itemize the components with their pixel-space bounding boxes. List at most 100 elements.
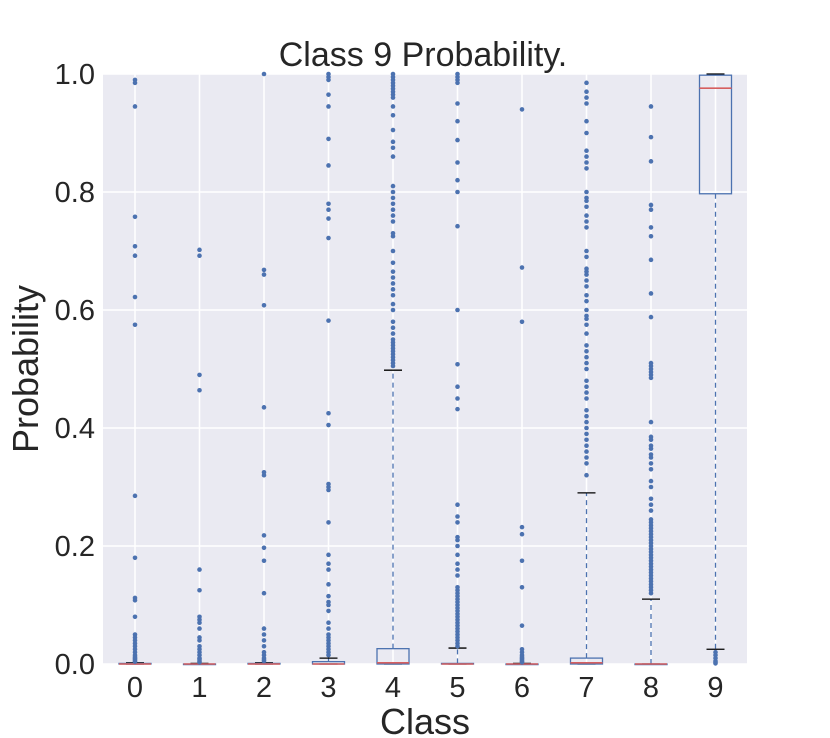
outlier-point xyxy=(261,267,267,273)
outlier-point xyxy=(390,363,396,369)
outlier-point xyxy=(584,390,589,395)
outlier-point xyxy=(390,213,396,218)
outlier-point xyxy=(519,531,525,537)
outlier-point xyxy=(390,301,396,307)
outlier-point xyxy=(132,214,138,220)
outlier-point xyxy=(455,573,460,578)
outlier-point xyxy=(132,80,138,86)
outlier-point xyxy=(584,80,589,86)
outlier-point xyxy=(261,405,267,410)
outlier-point xyxy=(584,225,589,230)
y-tick-label: 0.4 xyxy=(55,413,95,445)
chart-title: Class 9 Probability. xyxy=(279,36,568,74)
outlier-point xyxy=(455,137,460,143)
x-tick-label: 2 xyxy=(256,672,272,704)
outlier-point xyxy=(584,154,589,159)
outlier-point xyxy=(455,307,460,313)
outlier-point xyxy=(326,652,331,658)
outlier-point xyxy=(648,104,654,109)
outlier-point xyxy=(455,406,460,412)
outlier-point xyxy=(261,302,267,308)
outlier-point xyxy=(455,101,460,106)
box-class-1 xyxy=(182,247,217,666)
outlier-point xyxy=(584,449,589,454)
outlier-point xyxy=(519,558,525,564)
outlier-point xyxy=(326,104,331,109)
outlier-point xyxy=(390,154,396,159)
outlier-point xyxy=(326,567,331,572)
outlier-point xyxy=(390,307,396,313)
outlier-point xyxy=(648,496,654,502)
outlier-point xyxy=(584,316,589,322)
outlier-point xyxy=(197,620,202,625)
outlier-point xyxy=(648,478,654,484)
outlier-point xyxy=(648,291,654,296)
outlier-point xyxy=(584,396,589,401)
y-axis-label: Probability xyxy=(5,285,46,453)
outlier-point xyxy=(455,561,460,566)
outlier-point xyxy=(197,626,202,631)
outlier-point xyxy=(261,644,267,649)
y-tick-label: 1.0 xyxy=(55,59,95,91)
outlier-point xyxy=(648,437,654,443)
outlier-point xyxy=(326,593,331,599)
outlier-point xyxy=(390,127,396,133)
outlier-point xyxy=(584,189,589,195)
outlier-point xyxy=(584,431,589,437)
outlier-point xyxy=(390,292,396,298)
outlier-point xyxy=(584,118,589,124)
y-tick-label: 0.2 xyxy=(55,531,95,563)
outlier-point xyxy=(197,587,202,593)
outlier-point xyxy=(390,113,396,118)
outlier-point xyxy=(584,166,589,171)
outlier-point xyxy=(455,189,460,195)
outlier-point xyxy=(455,567,460,572)
outlier-point xyxy=(519,319,525,325)
x-tick-label: 1 xyxy=(191,672,207,704)
outlier-point xyxy=(584,204,589,210)
box-class-8 xyxy=(634,104,668,666)
outlier-point xyxy=(584,272,589,277)
outlier-point xyxy=(390,95,396,100)
outlier-point xyxy=(584,360,589,366)
outlier-point xyxy=(390,281,396,286)
outlier-point xyxy=(584,443,589,449)
box-class-5 xyxy=(440,71,475,665)
box-class-3 xyxy=(311,71,346,665)
outlier-point xyxy=(390,189,396,195)
outlier-point xyxy=(326,520,331,525)
outlier-point xyxy=(584,292,589,298)
outlier-point xyxy=(261,590,267,596)
outlier-point xyxy=(648,590,654,596)
outlier-point xyxy=(584,472,589,478)
outlier-point xyxy=(455,177,460,183)
outlier-point xyxy=(584,89,589,94)
outlier-point xyxy=(584,349,589,354)
outlier-point xyxy=(261,638,267,643)
outlier-point xyxy=(648,508,654,513)
outlier-point xyxy=(584,408,589,413)
outlier-point xyxy=(132,322,138,328)
outlier-point xyxy=(519,623,525,628)
outlier-point xyxy=(455,514,460,519)
outlier-point xyxy=(390,233,396,239)
outlier-point xyxy=(455,644,460,649)
outlier-point xyxy=(132,294,138,300)
outlier-point xyxy=(326,410,331,416)
outlier-point xyxy=(584,455,589,460)
outlier-point xyxy=(390,104,396,109)
outlier-point xyxy=(584,298,589,304)
outlier-point xyxy=(326,552,331,558)
outlier-point xyxy=(455,552,460,558)
outlier-point xyxy=(519,659,525,665)
outlier-point xyxy=(197,247,202,253)
outlier-point xyxy=(390,219,396,224)
outlier-point xyxy=(584,419,589,425)
outlier-point xyxy=(326,318,331,323)
outlier-point xyxy=(584,378,589,384)
outlier-point xyxy=(261,545,267,551)
outlier-point xyxy=(519,265,525,270)
outlier-point xyxy=(390,139,396,145)
outlier-point xyxy=(390,275,396,280)
x-tick-label: 4 xyxy=(385,672,401,704)
